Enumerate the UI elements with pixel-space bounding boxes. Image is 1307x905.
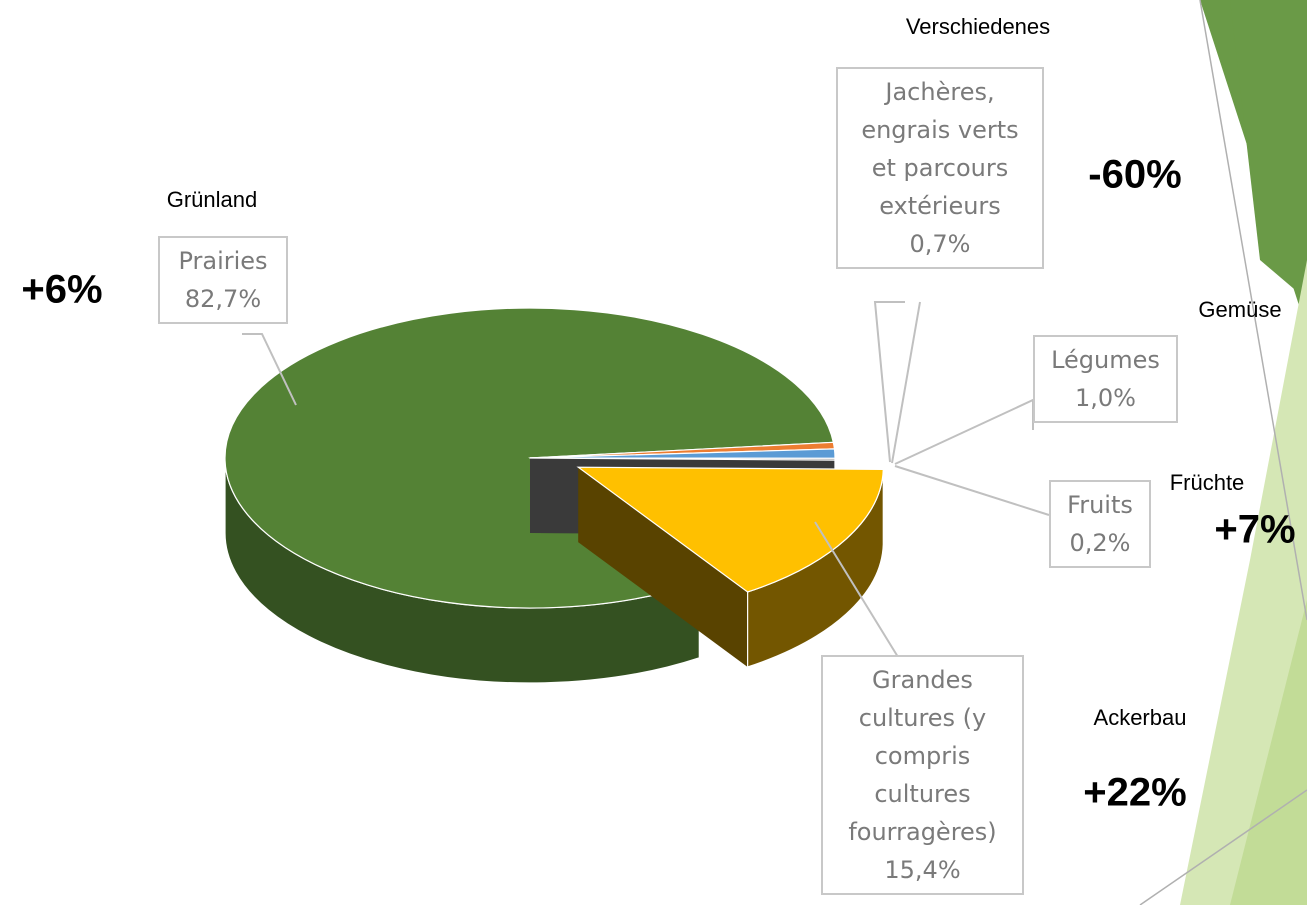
annotation: +7% — [1214, 507, 1296, 552]
category-label: Jachères, engrais verts et parcours exté… — [861, 78, 1019, 220]
leader-line — [891, 301, 921, 464]
data-label: Jachères, engrais verts et parcours exté… — [836, 67, 1044, 269]
category-label: Prairies — [178, 247, 268, 275]
deco-dark — [1230, 0, 1307, 300]
category-label: Fruits — [1067, 491, 1133, 519]
data-label: Fruits 0,2% — [1049, 480, 1151, 568]
annotation: Gemüse — [1198, 297, 1282, 322]
annotation: +6% — [21, 267, 103, 312]
annotation: Ackerbau — [1093, 705, 1187, 730]
annotation: +22% — [1083, 770, 1187, 815]
value-label: 0,2% — [1069, 529, 1131, 557]
slice — [529, 457, 836, 461]
value-label: 82,7% — [184, 285, 262, 313]
annotation: Verschiedenes — [905, 14, 1051, 39]
data-label: Grandes cultures (y compris cultures fou… — [821, 655, 1024, 895]
leader-line — [242, 333, 297, 406]
slice-cut-face — [578, 467, 748, 667]
deco-line — [1199, 0, 1307, 621]
category-label: Grandes cultures (y compris cultures fou… — [848, 666, 997, 846]
leader-line — [873, 301, 905, 463]
deco-line — [1139, 789, 1307, 905]
annotation: Grünland — [166, 187, 258, 212]
value-label: 1,0% — [1075, 384, 1136, 412]
data-label: Prairies 82,7% — [158, 236, 288, 324]
leader-line — [894, 465, 1050, 516]
deco-mid — [1230, 600, 1307, 905]
category-label: Légumes — [1051, 346, 1160, 374]
value-label: 0,7% — [909, 230, 971, 258]
pie — [224, 307, 884, 684]
slice — [224, 307, 835, 609]
annotation: -60% — [1088, 152, 1182, 197]
leader-line — [894, 398, 1034, 465]
annotation: Früchte — [1169, 470, 1245, 495]
data-label: Légumes 1,0% — [1033, 335, 1178, 423]
slide-decoration — [1139, 0, 1307, 905]
value-label: 15,4% — [884, 856, 961, 884]
slice — [576, 466, 884, 593]
